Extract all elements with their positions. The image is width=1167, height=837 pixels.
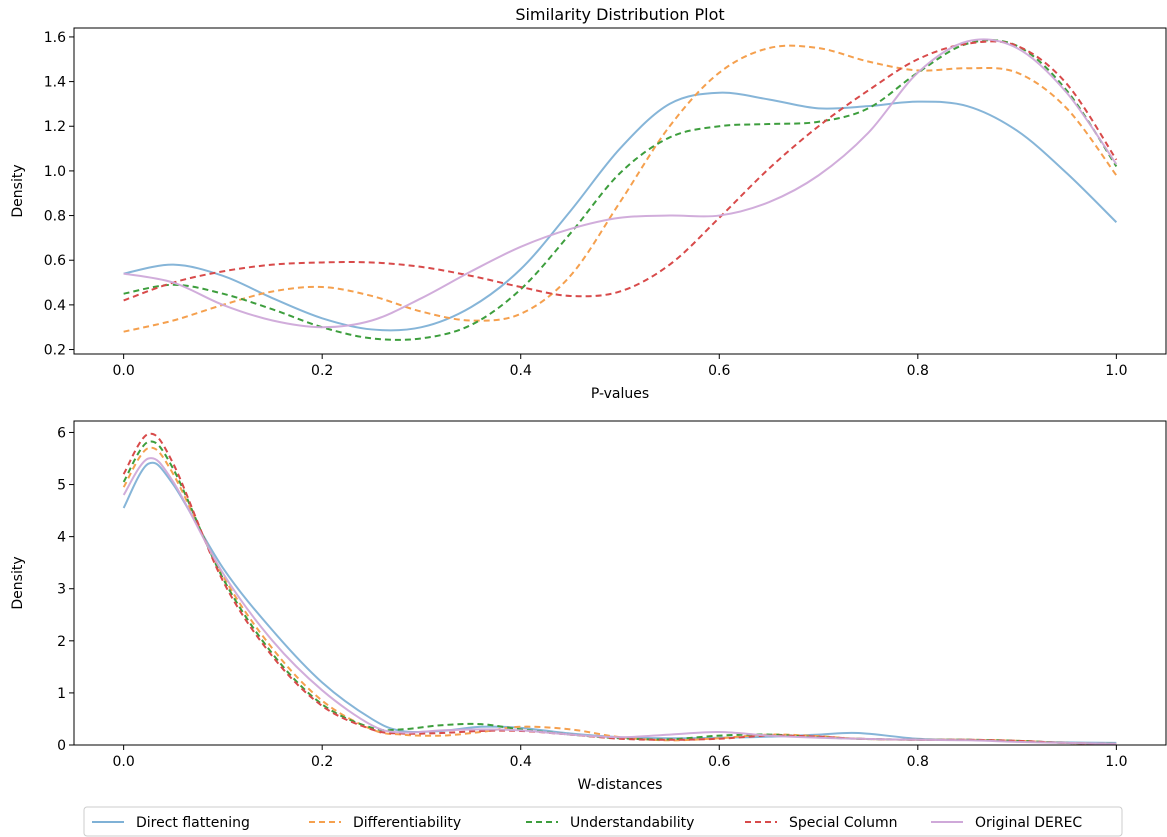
bottom-x-tick-label: 0.2 bbox=[311, 754, 333, 770]
bottom-series-group bbox=[122, 432, 1117, 745]
bottom-x-tick-label: 0.0 bbox=[113, 754, 135, 770]
top-y-tick-label: 0.4 bbox=[44, 298, 66, 314]
top-series-original-derec bbox=[123, 38, 1118, 329]
bottom-x-tick-label: 1.0 bbox=[1105, 754, 1127, 770]
top-series-direct-flattening bbox=[123, 91, 1118, 332]
top-x-tick-label: 0.2 bbox=[311, 363, 333, 379]
chart-title: Similarity Distribution Plot bbox=[515, 5, 724, 24]
bottom-series-original-derec bbox=[122, 457, 1117, 745]
bottom-y-tick-label: 2 bbox=[57, 634, 66, 650]
top-x-tick-label: 0.6 bbox=[708, 363, 730, 379]
pvalues-density-panel: 0.0 0.2 0.4 0.6 0.8 1.0 0.2 0.4 0.6 0.8 1.0 1.2 1.4 1… bbox=[10, 27, 1167, 402]
bottom-x-tick-label: 0.4 bbox=[510, 754, 532, 770]
top-y-tick-label: 1.4 bbox=[44, 75, 66, 91]
top-y-tick-label: 1.6 bbox=[44, 30, 66, 46]
top-y-tick-label: 1.2 bbox=[44, 119, 66, 135]
top-y-tick-label: 0.2 bbox=[44, 343, 66, 359]
legend-label-original-derec: Original DEREC bbox=[975, 815, 1082, 831]
top-x-tick-label: 0.0 bbox=[113, 363, 135, 379]
legend-label-special-column: Special Column bbox=[789, 815, 898, 831]
bottom-y-tick-label: 3 bbox=[57, 582, 66, 598]
top-series-understandability bbox=[123, 39, 1118, 341]
top-x-axis-label: P-values bbox=[591, 386, 649, 402]
legend-label-differentiability: Differentiability bbox=[353, 815, 461, 831]
bottom-y-tick-label: 5 bbox=[57, 478, 66, 494]
top-axes-frame bbox=[73, 27, 1167, 355]
bottom-y-tick-label: 1 bbox=[57, 686, 66, 702]
top-x-tick-label: 0.4 bbox=[510, 363, 532, 379]
legend: Direct flattening Differentiability Unders… bbox=[83, 806, 1123, 837]
top-series-group bbox=[123, 38, 1118, 341]
wdistances-density-panel: 0.0 0.2 0.4 0.6 0.8 1.0 0 1 2 3 4 5 6 W-distances Dens… bbox=[10, 420, 1167, 793]
top-y-axis-label: Density bbox=[10, 164, 26, 217]
bottom-y-tick-label: 4 bbox=[57, 530, 66, 546]
bottom-y-tick-label: 0 bbox=[57, 738, 66, 754]
bottom-x-axis-label: W-distances bbox=[578, 777, 663, 793]
legend-label-understandability: Understandability bbox=[570, 815, 694, 831]
top-y-tick-label: 1.0 bbox=[44, 164, 66, 180]
legend-frame bbox=[83, 806, 1123, 837]
bottom-x-tick-label: 0.8 bbox=[907, 754, 929, 770]
top-x-tick-label: 0.8 bbox=[907, 363, 929, 379]
top-x-tick-label: 1.0 bbox=[1105, 363, 1127, 379]
legend-label-direct-flattening: Direct flattening bbox=[136, 815, 250, 831]
bottom-series-differentiability bbox=[122, 446, 1117, 745]
bottom-x-tick-label: 0.6 bbox=[708, 754, 730, 770]
top-y-tick-label: 0.8 bbox=[44, 209, 66, 225]
bottom-series-special-column bbox=[122, 432, 1117, 745]
top-series-differentiability bbox=[123, 44, 1118, 333]
bottom-series-understandability bbox=[122, 440, 1117, 745]
top-y-tick-label: 0.6 bbox=[44, 253, 66, 269]
bottom-axes-frame bbox=[73, 420, 1167, 746]
top-series-special-column bbox=[123, 40, 1118, 302]
bottom-y-tick-label: 6 bbox=[57, 425, 66, 441]
bottom-y-axis-label: Density bbox=[10, 556, 26, 609]
bottom-series-direct-flattening bbox=[122, 461, 1117, 744]
